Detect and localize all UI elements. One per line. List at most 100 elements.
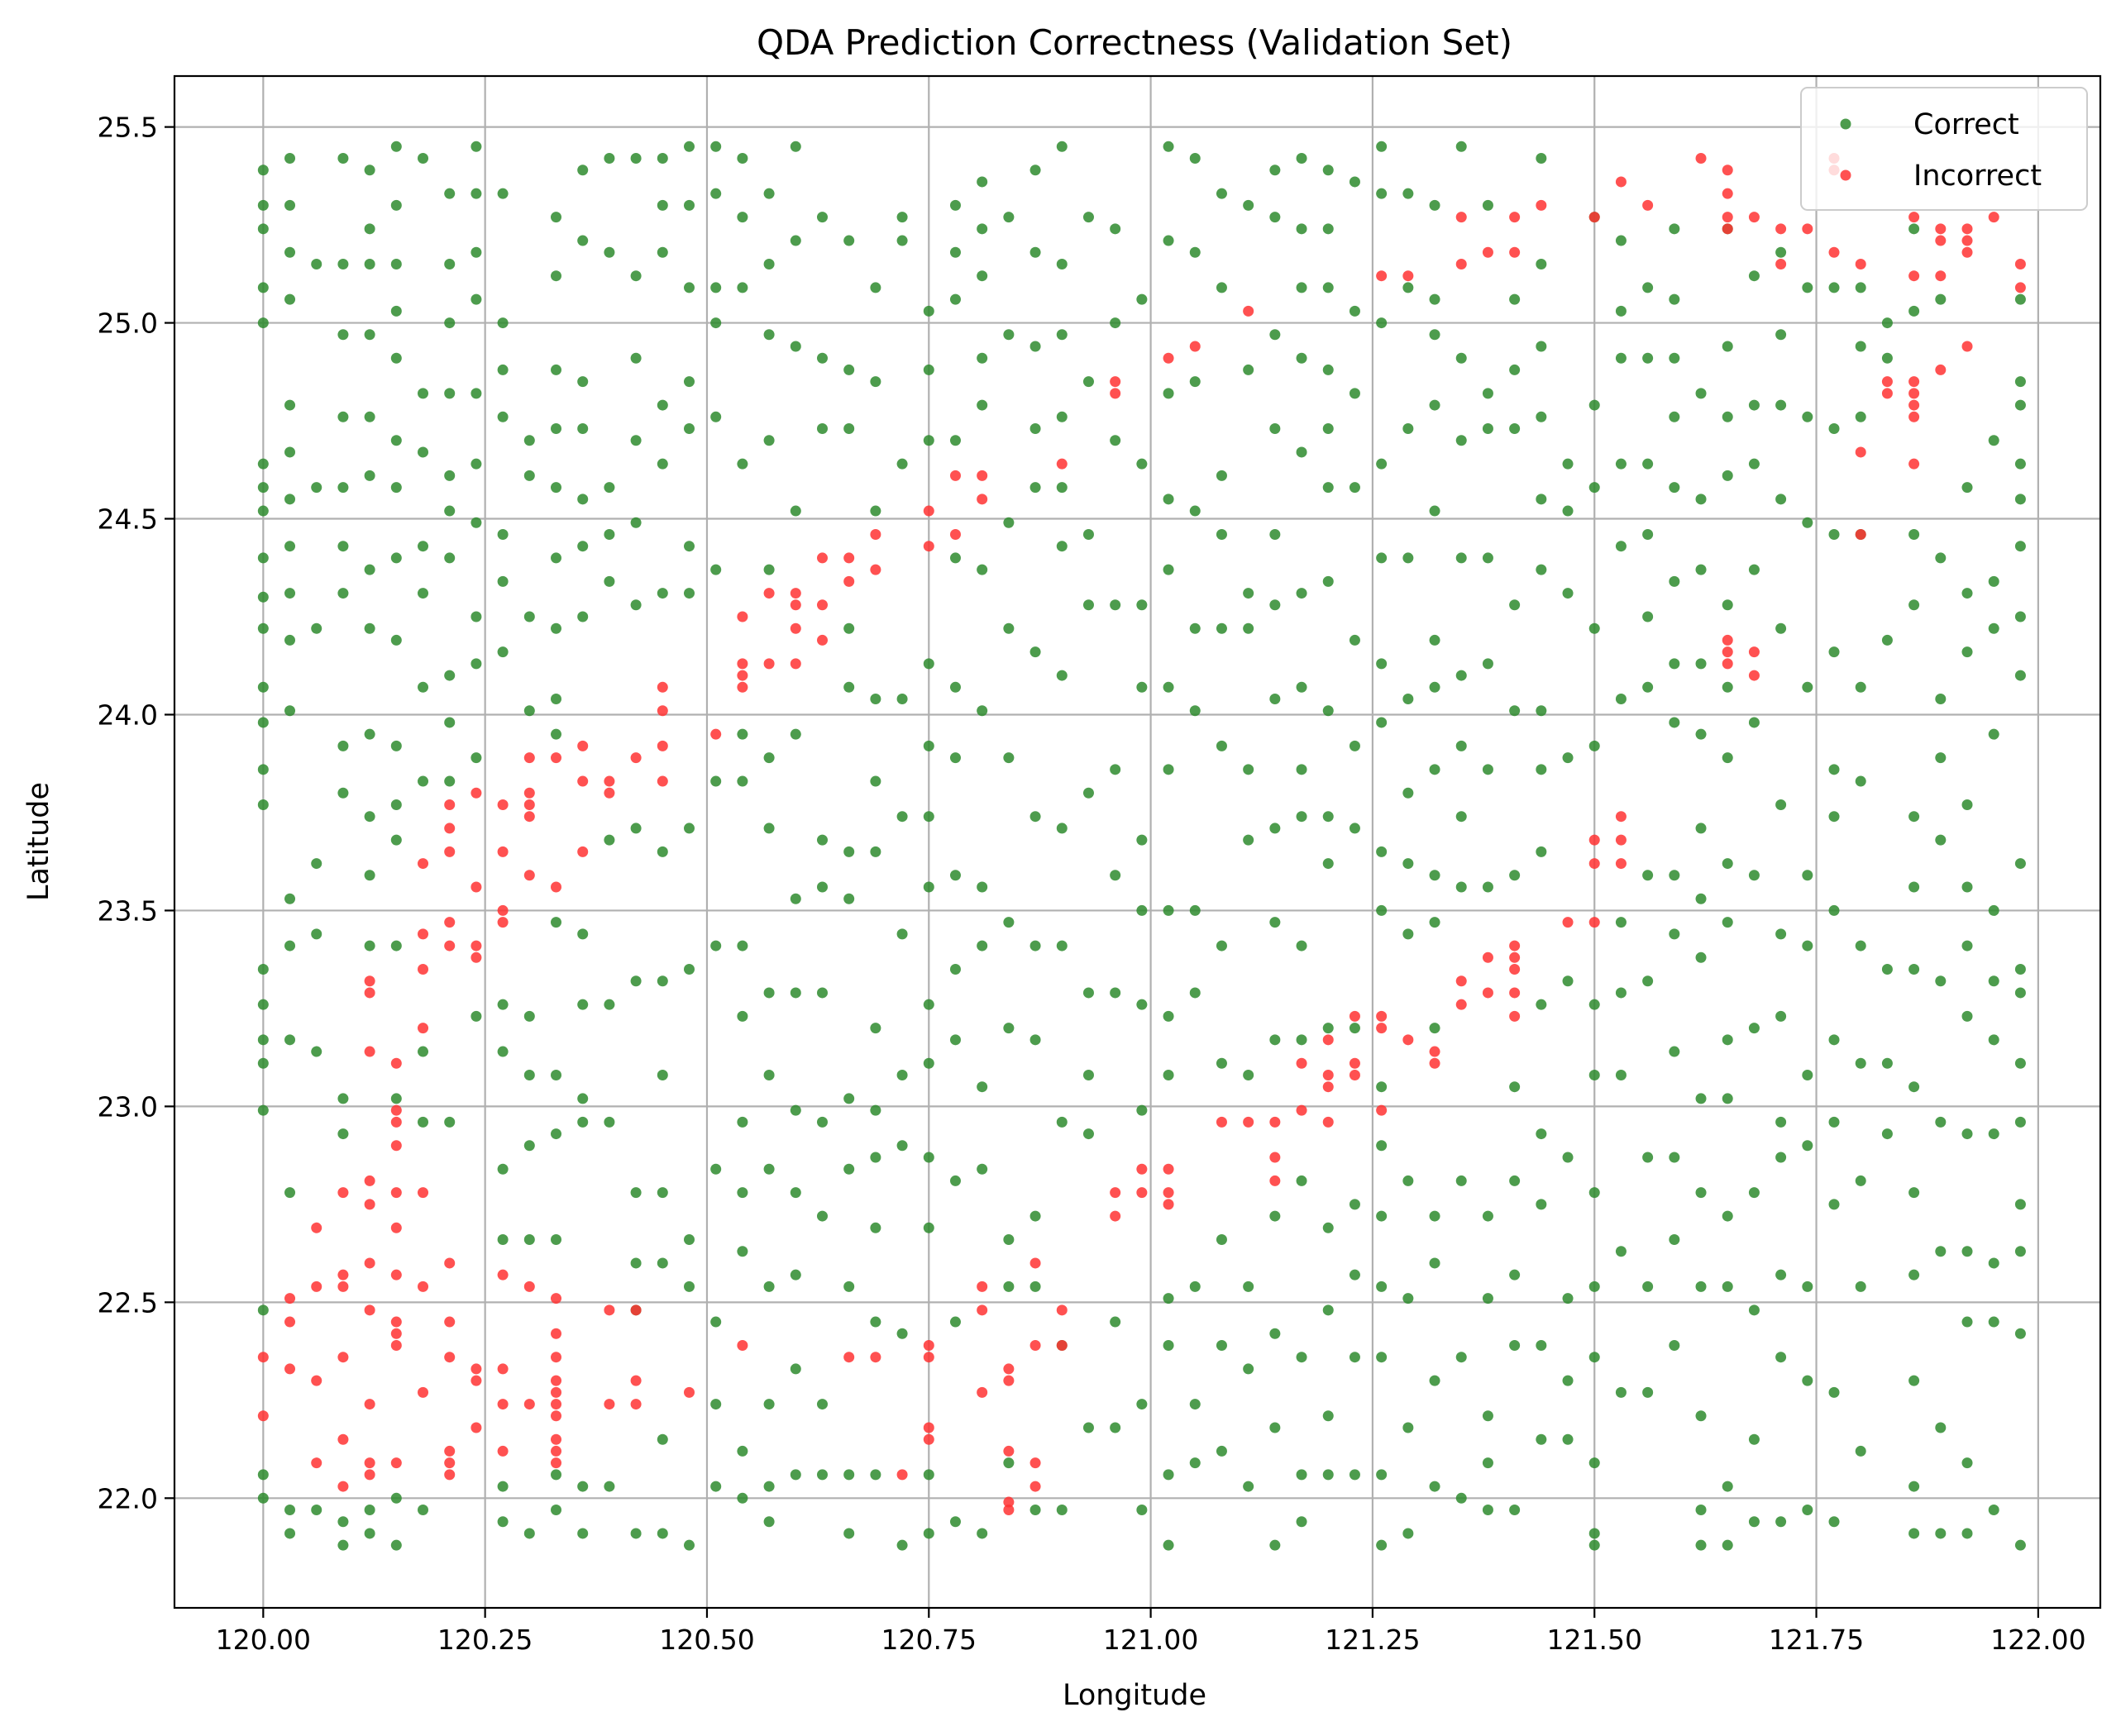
- plot-frame: [173, 74, 2102, 1610]
- data-point: [1855, 282, 1866, 293]
- data-point: [1536, 1199, 1547, 1210]
- data-point: [497, 846, 509, 857]
- data-point: [523, 1010, 535, 1022]
- data-point: [923, 505, 934, 517]
- data-point: [1003, 1445, 1015, 1457]
- data-point: [977, 1304, 988, 1316]
- data-point: [1163, 1069, 1174, 1080]
- data-point: [1429, 681, 1440, 693]
- data-point: [1615, 352, 1627, 364]
- data-point: [1509, 1081, 1521, 1093]
- data-point: [1482, 388, 1493, 399]
- data-point: [630, 1304, 642, 1316]
- data-point: [896, 1469, 908, 1481]
- data-point: [311, 858, 322, 870]
- data-point: [949, 199, 961, 211]
- data-point: [977, 705, 988, 717]
- data-point: [1961, 246, 1973, 258]
- data-point: [1455, 975, 1467, 987]
- data-point: [657, 1187, 668, 1199]
- data-point: [551, 1386, 562, 1398]
- data-point: [1402, 423, 1414, 435]
- data-point: [1349, 305, 1360, 317]
- data-point: [1748, 1304, 1760, 1316]
- data-point: [843, 423, 855, 435]
- data-point: [1722, 658, 1733, 670]
- data-point: [497, 999, 509, 1010]
- x-tick-label: 121.75: [1769, 1624, 1864, 1656]
- data-point: [1988, 622, 1999, 634]
- data-point: [497, 1481, 509, 1492]
- data-point: [1722, 212, 1733, 223]
- data-point: [497, 1399, 509, 1410]
- data-point: [870, 1222, 881, 1233]
- data-point: [710, 564, 722, 575]
- data-point: [1163, 904, 1174, 916]
- data-point: [257, 1469, 269, 1481]
- data-point: [1376, 904, 1388, 916]
- data-point: [763, 823, 775, 834]
- data-point: [1509, 940, 1521, 951]
- data-point: [1082, 599, 1094, 611]
- data-point: [364, 1199, 375, 1210]
- data-point: [1136, 1187, 1148, 1199]
- data-point: [1349, 388, 1360, 399]
- data-point: [977, 223, 988, 235]
- data-point: [710, 1399, 722, 1410]
- data-point: [1110, 1187, 1121, 1199]
- data-point: [1961, 235, 1973, 246]
- data-point: [1908, 458, 1920, 470]
- data-point: [257, 1410, 269, 1422]
- data-point: [364, 811, 375, 823]
- data-point: [710, 282, 722, 293]
- data-point: [311, 1375, 322, 1386]
- data-point: [444, 258, 456, 269]
- data-point: [1269, 1539, 1281, 1551]
- data-point: [816, 1116, 828, 1128]
- data-point: [1775, 246, 1787, 258]
- data-point: [284, 705, 296, 717]
- data-point: [1110, 987, 1121, 999]
- data-point: [896, 458, 908, 470]
- data-point: [657, 1069, 668, 1080]
- data-point: [1695, 388, 1707, 399]
- data-point: [790, 235, 801, 246]
- data-point: [1455, 552, 1467, 564]
- data-point: [1509, 964, 1521, 975]
- data-point: [1536, 1433, 1547, 1445]
- data-point: [1163, 764, 1174, 775]
- data-point: [390, 352, 402, 364]
- data-point: [1509, 364, 1521, 375]
- data-point: [790, 1469, 801, 1481]
- data-point: [1802, 870, 1813, 881]
- data-point: [1695, 1281, 1707, 1292]
- data-point: [977, 1281, 988, 1292]
- data-point: [551, 212, 562, 223]
- data-point: [870, 846, 881, 857]
- data-point: [1269, 694, 1281, 705]
- data-point: [949, 293, 961, 305]
- data-point: [1269, 823, 1281, 834]
- data-point: [1509, 599, 1521, 611]
- data-point: [683, 588, 695, 599]
- data-point: [1588, 399, 1600, 411]
- data-point: [1429, 870, 1440, 881]
- data-point: [551, 881, 562, 893]
- data-point: [1509, 1339, 1521, 1351]
- data-point: [1163, 1293, 1174, 1304]
- data-point: [1402, 552, 1414, 564]
- data-point: [257, 1492, 269, 1504]
- data-point: [923, 1352, 934, 1363]
- data-point: [1269, 528, 1281, 540]
- data-point: [1296, 1516, 1307, 1528]
- data-point: [1669, 870, 1680, 881]
- data-point: [1935, 1422, 1947, 1433]
- x-tick-label: 120.00: [216, 1624, 311, 1656]
- data-point: [843, 552, 855, 564]
- y-tick-label: 24.0: [98, 699, 158, 731]
- data-point: [949, 1175, 961, 1186]
- data-point: [364, 411, 375, 422]
- data-point: [604, 482, 615, 494]
- data-point: [1722, 1034, 1733, 1046]
- data-point: [1642, 1386, 1654, 1398]
